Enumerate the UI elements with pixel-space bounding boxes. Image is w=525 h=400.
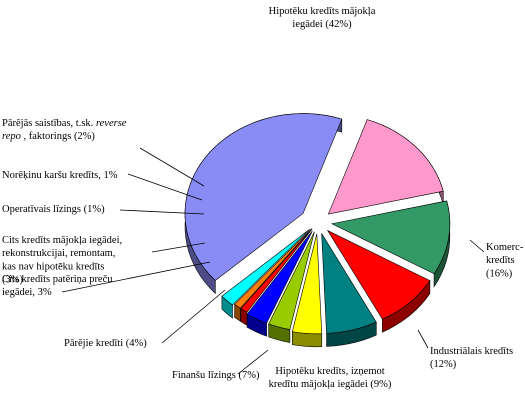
pie-slice-3 (330, 200, 451, 275)
leader-line-5 (237, 349, 269, 375)
slice-label-5: Finanšu līzings (7%) (172, 370, 260, 381)
slice-tops (184, 113, 451, 335)
slice-label-6: Pārējie kredīti (4%) (64, 338, 147, 349)
leader-line-9 (119, 209, 205, 215)
slice-label-8: Cits kredīts mājokļa iegādei, rekonstrukc… (2, 235, 122, 285)
slice-label-3: Industriālais kredīts (12%) (430, 346, 513, 370)
pie-slice-5 (321, 233, 377, 334)
slice-label-9: Operatīvais līzings (1%) (2, 204, 105, 215)
leader-line-6 (161, 289, 226, 344)
slice-label-7: Cits kredīts patēriņa preču iegādei, 3% (2, 274, 113, 298)
pie-slice-10 (234, 228, 312, 309)
pie-slice-4 (326, 229, 431, 320)
slice-label-10: Norēķinu karšu kredīts, 1% (2, 170, 118, 181)
pie-slice-6 (291, 233, 323, 335)
pie-slice-8 (246, 230, 313, 324)
pie-slice-1 (184, 113, 343, 281)
leader-line-2 (469, 239, 485, 253)
pie-slice-2 (327, 119, 444, 215)
leader-lines (61, 147, 485, 375)
slice-label-4: Hipotēku kredīts, izņemot kredītu mājokļa… (269, 366, 392, 390)
slice-sides (184, 113, 451, 348)
pie-slice-9 (240, 228, 313, 313)
pie-slice-7 (268, 231, 315, 330)
slice-labels: Hipotēku kredīts mājokļa iegādei (42%) Kom… (2, 6, 524, 390)
slice-label-11: Pārējās saistības, t.sk. reverse repo , f… (2, 118, 127, 142)
pie-slice-11 (221, 229, 310, 306)
slice-label-1: Hipotēku kredīts mājokļa iegādei (42%) (269, 6, 376, 30)
leader-line-11 (139, 147, 205, 187)
slice-label-2: Komerc-kredīts (16%) (486, 242, 524, 279)
leader-line-3 (417, 329, 429, 349)
leader-line-7 (61, 261, 211, 293)
leader-line-10 (127, 173, 203, 201)
leader-line-8 (151, 242, 206, 253)
